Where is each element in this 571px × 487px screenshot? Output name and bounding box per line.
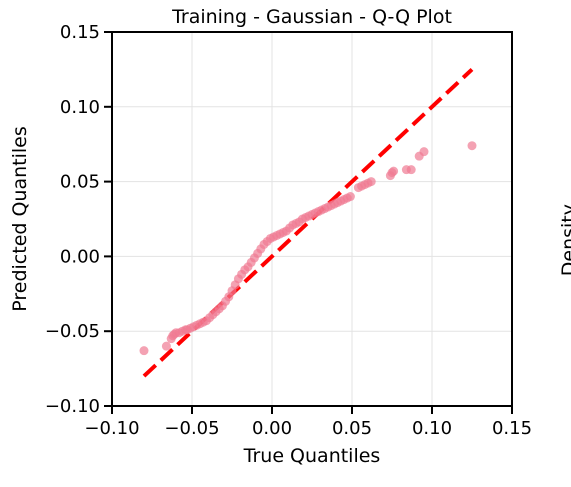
y-axis-ticks: −0.10 −0.05 0.00 0.05 0.10 0.15 [45,22,112,417]
scatter-point [406,165,416,175]
chart-title: Training - Gaussian - Q-Q Plot [171,6,452,28]
x-axis-label: True Quantiles [243,445,381,467]
scatter-point [345,192,355,202]
y-tick-label: −0.05 [45,321,100,342]
x-tick-label: −0.05 [164,418,219,439]
x-tick-label: 0.15 [492,418,532,439]
scatter-points [139,141,477,356]
y-tick-label: 0.05 [60,172,100,193]
y-tick-label: 0.10 [60,97,100,118]
y-tick-label: 0.15 [60,22,100,43]
scatter-point [389,166,399,176]
scatter-point [161,341,171,351]
x-tick-label: 0.10 [412,418,452,439]
y-tick-label: 0.00 [60,246,100,267]
y-axis-label: Predicted Quantiles [9,126,31,312]
x-axis-ticks: −0.10 −0.05 0.00 0.05 0.10 0.15 [84,406,532,439]
y-tick-label: −0.10 [45,396,100,417]
scatter-point [419,147,429,157]
x-tick-label: 0.05 [332,418,372,439]
neighbor-axis-label-clipped: Density [558,204,571,276]
x-tick-label: −0.10 [84,418,139,439]
scatter-point [366,177,376,187]
plot-frame [111,31,513,407]
scatter-point [467,141,477,151]
scatter-point [139,346,149,356]
x-tick-label: 0.00 [252,418,292,439]
